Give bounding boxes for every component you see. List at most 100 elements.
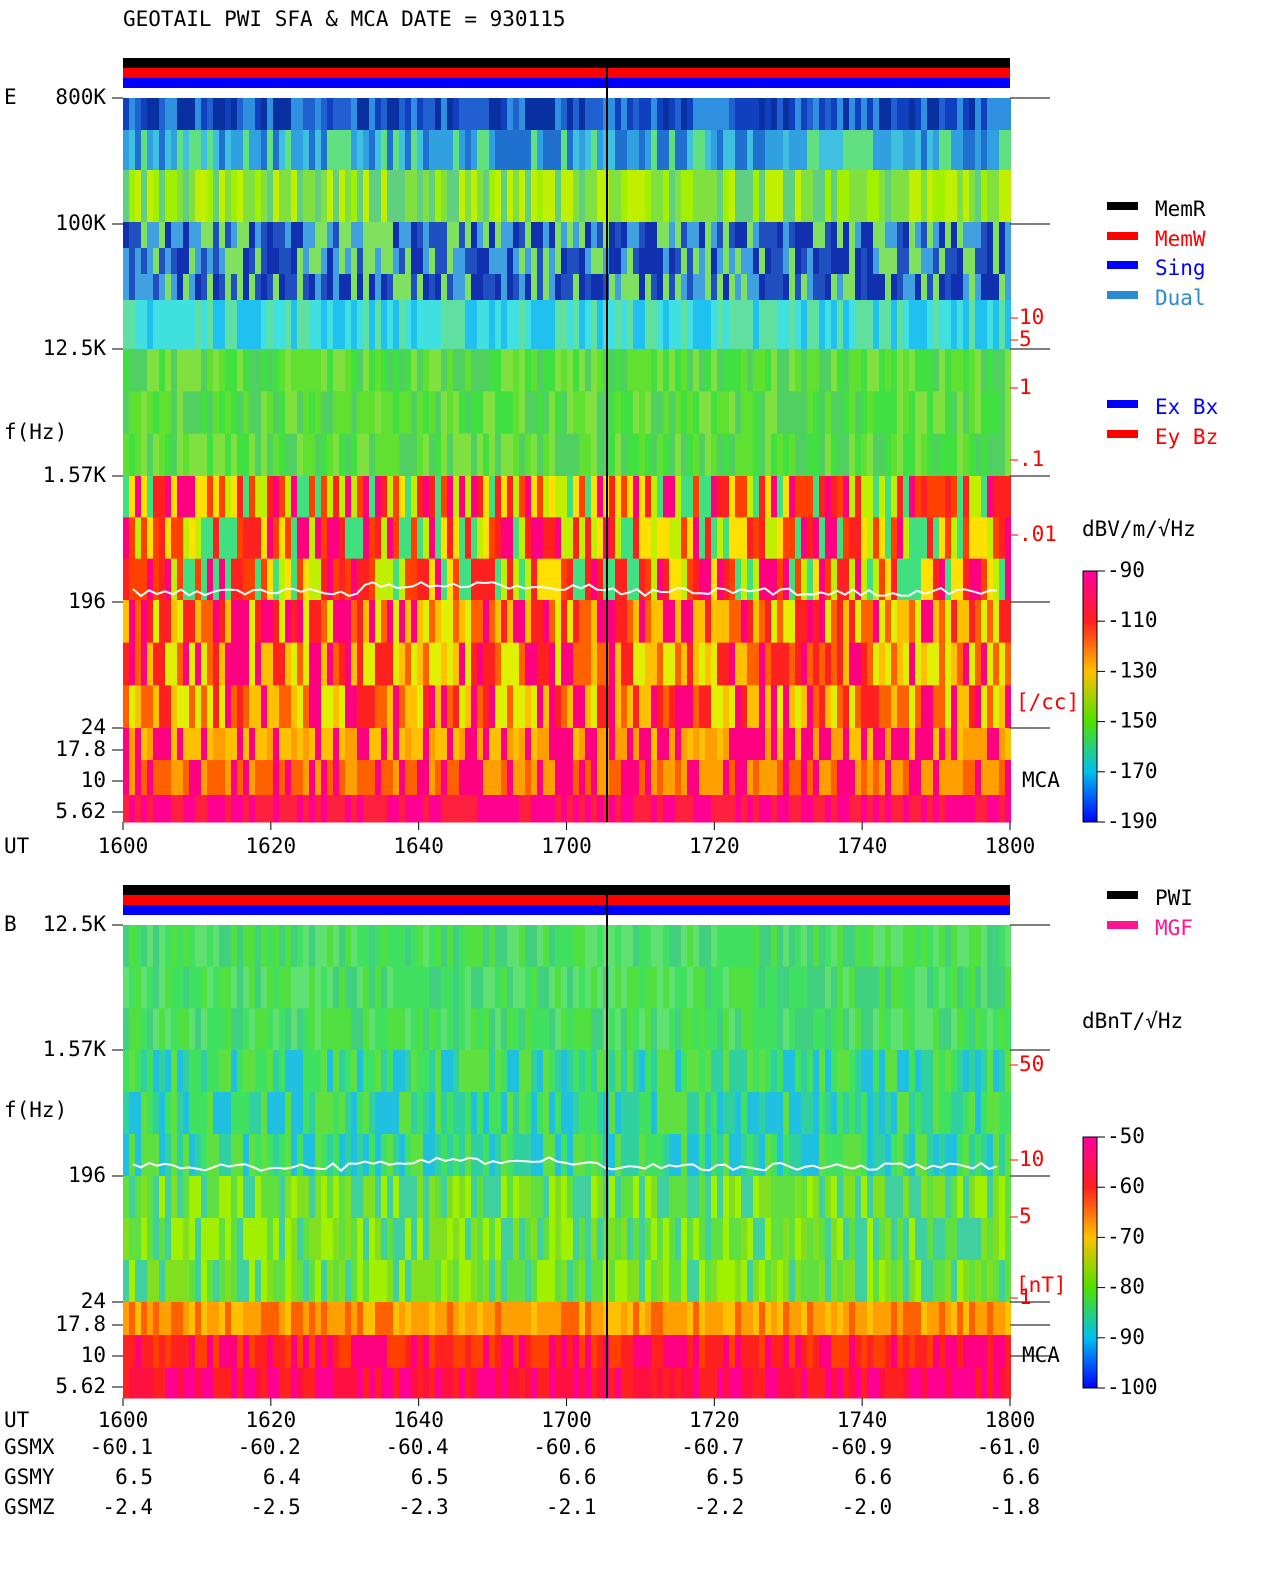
spectro-cell (549, 925, 555, 968)
spectro-cell (441, 600, 447, 644)
spectro-cell (177, 300, 183, 350)
spectro-cell (759, 98, 765, 131)
spectro-cell (873, 1260, 879, 1303)
spectro-cell (249, 760, 255, 796)
spectro-cell (213, 433, 219, 477)
spectro-cell (999, 728, 1005, 761)
spectro-cell (813, 558, 819, 601)
spectro-cell (447, 1335, 453, 1369)
spectro-cell (387, 300, 393, 350)
spectro-cell (159, 1335, 165, 1369)
spectro-cell (897, 795, 903, 823)
spectro-cell (711, 98, 717, 131)
spectro-cell (333, 391, 339, 435)
spectro-cell (213, 1092, 219, 1135)
spectro-cell (507, 391, 513, 435)
spectro-cell (633, 1092, 639, 1135)
spectro-cell (249, 248, 255, 275)
spectro-cell (477, 1092, 483, 1135)
spectro-cell (693, 925, 699, 968)
spectro-cell (615, 222, 621, 249)
spectro-cell (177, 517, 183, 560)
spectro-cell (759, 222, 765, 249)
spectro-cell (807, 1092, 813, 1135)
spectro-cell (453, 760, 459, 796)
spectro-cell (345, 1008, 351, 1051)
spectro-cell (987, 1260, 993, 1303)
spectro-cell (219, 300, 225, 350)
spectro-cell (687, 1092, 693, 1135)
spectro-cell (141, 1368, 147, 1399)
spectro-cell (345, 248, 351, 275)
spectro-cell (963, 1218, 969, 1261)
spectro-cell (699, 1176, 705, 1219)
spectro-cell (807, 1050, 813, 1093)
spectro-cell (489, 760, 495, 796)
spectro-cell (621, 760, 627, 796)
spectro-cell (825, 1176, 831, 1219)
spectro-cell (849, 476, 855, 518)
spectro-cell (339, 558, 345, 601)
spectro-cell (405, 760, 411, 796)
spectro-cell (345, 760, 351, 796)
spectro-cell (471, 517, 477, 560)
spectro-cell (939, 98, 945, 131)
spectro-cell (885, 966, 891, 1009)
spectro-cell (981, 1335, 987, 1369)
spectro-cell (1005, 600, 1011, 644)
spectro-cell (345, 600, 351, 644)
spectro-cell (393, 1008, 399, 1051)
spectro-cell (135, 1092, 141, 1135)
spectro-cell (495, 1302, 501, 1336)
spectro-cell (969, 248, 975, 275)
spectro-cell (459, 1302, 465, 1336)
spectro-cell (297, 642, 303, 686)
spectro-cell (195, 1368, 201, 1399)
spectro-cell (927, 1134, 933, 1177)
spectro-cell (909, 1050, 915, 1093)
spectro-cell (519, 795, 525, 823)
spectro-cell (447, 1176, 453, 1219)
spectro-cell (495, 130, 501, 171)
spectro-cell (537, 1050, 543, 1093)
spectro-cell (171, 966, 177, 1009)
spectro-cell (555, 1218, 561, 1261)
spectro-cell (867, 433, 873, 477)
spectro-cell (153, 642, 159, 686)
spectro-cell (411, 1050, 417, 1093)
colorbar (1082, 1136, 1098, 1389)
spectro-cell (729, 728, 735, 761)
spectro-cell (873, 1302, 879, 1336)
spectro-cell (225, 1050, 231, 1093)
spectro-cell (267, 795, 273, 823)
spectro-cell (771, 1335, 777, 1369)
spectro-cell (309, 600, 315, 644)
spectro-cell (447, 642, 453, 686)
spectro-cell (147, 476, 153, 518)
x-axis-label: UT (4, 834, 30, 858)
spectro-cell (945, 349, 951, 392)
spectro-cell (597, 1335, 603, 1369)
spectro-cell (771, 130, 777, 171)
spectro-cell (351, 391, 357, 435)
spectro-cell (141, 222, 147, 249)
spectro-cell (999, 274, 1005, 301)
spectro-cell (993, 558, 999, 601)
spectro-cell (195, 300, 201, 350)
spectro-cell (213, 476, 219, 518)
spectro-cell (369, 728, 375, 761)
spectro-cell (957, 391, 963, 435)
spectro-cell (423, 1218, 429, 1261)
spectro-cell (423, 1008, 429, 1051)
spectro-cell (177, 558, 183, 601)
spectro-cell (285, 728, 291, 761)
spectro-cell (819, 433, 825, 477)
spectro-cell (183, 1302, 189, 1336)
spectro-cell (363, 1335, 369, 1369)
spectro-cell (363, 1050, 369, 1093)
spectro-cell (951, 1092, 957, 1135)
spectro-cell (567, 248, 573, 275)
spectro-cell (903, 248, 909, 275)
spectro-cell (831, 391, 837, 435)
spectro-cell (801, 760, 807, 796)
